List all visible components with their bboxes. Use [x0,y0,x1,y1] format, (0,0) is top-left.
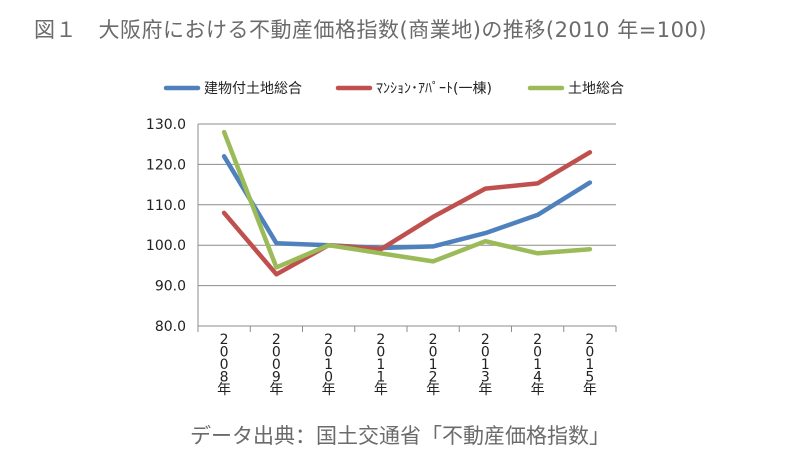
series-line-2 [221,150,593,277]
y-tick-label: 90.0 [155,279,186,295]
legend-label: ﾏﾝｼｮﾝ･ｱﾊﾟｰﾄ(一棟) [376,81,492,97]
axes [197,124,617,332]
legend: 建物付土地総合 ﾏﾝｼｮﾝ･ｱﾊﾟｰﾄ(一棟) 土地総合 [163,81,624,97]
legend-label: 土地総合 [568,81,624,97]
x-tick-labels: 2 0 0 8 年 2 0 0 9 年 2 0 1 0 年 2 0 1 1 年 2 0 1 2 年 2 0 1 3 年 2 0 1 4 年 2 0 1 5 年 [217,332,597,398]
series-line-1 [221,154,593,251]
chart-title: 図１ 大阪府における不動産価格指数(商業地)の推移(2010 年=100) [34,18,708,42]
y-tick-label: 100.0 [146,238,186,254]
y-tick-label: 130.0 [146,117,186,133]
series-line-3 [221,129,593,270]
series-lines [221,129,593,277]
source-note: データ出典：国土交通省「不動産価格指数」 [190,424,610,448]
y-tick-label: 120.0 [146,157,186,173]
legend-label: 建物付土地総合 [204,81,302,97]
y-tick-label: 80.0 [155,319,186,335]
y-tick-label: 110.0 [146,198,186,214]
y-tick-labels: 80.0 90.0 100.0 110.0 120.0 130.0 [146,117,186,335]
